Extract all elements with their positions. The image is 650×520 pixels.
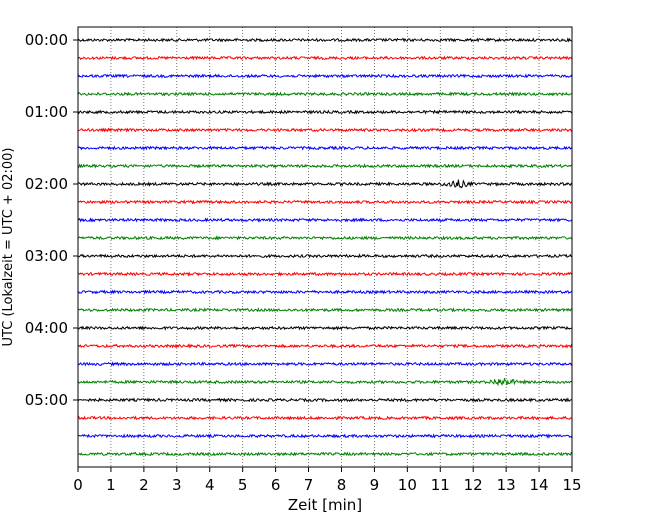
x-tick-label: 12 (464, 476, 483, 494)
x-tick-label: 5 (238, 476, 248, 494)
x-tick-label: 6 (271, 476, 281, 494)
x-axis: 0 1 2 3 4 5 6 7 8 9 10 11 12 13 14 15 (73, 467, 582, 494)
trace-line (77, 325, 573, 331)
y-tick-label: 04:00 (25, 319, 68, 337)
grid (110, 27, 540, 467)
y-axis: 00:00 01:00 02:00 03:00 04:00 05:00 (25, 31, 78, 409)
trace-line (77, 163, 573, 169)
x-tick-label: 8 (337, 476, 347, 494)
trace-line (77, 361, 573, 367)
y-tick-label: 05:00 (25, 391, 68, 409)
trace-line (77, 307, 573, 313)
trace-line (77, 217, 573, 223)
y-tick-label: 02:00 (25, 175, 68, 193)
trace-line (77, 127, 573, 133)
trace-line (77, 289, 573, 295)
x-tick-label: 15 (562, 476, 581, 494)
trace-line (77, 109, 573, 115)
plot-background (78, 27, 572, 467)
trace-line (77, 179, 573, 189)
trace-line (77, 433, 573, 439)
y-axis-label: UTC (Lokalzeit = UTC + 02:00) (1, 148, 16, 347)
y-tick-label: 03:00 (25, 247, 68, 265)
trace-line (77, 271, 573, 277)
trace-line (77, 451, 573, 457)
trace-line (77, 91, 573, 97)
x-tick-label: 2 (139, 476, 149, 494)
x-axis-label: Zeit [min] (288, 496, 362, 514)
trace-line (77, 415, 573, 421)
trace-line (77, 37, 573, 43)
x-tick-label: 7 (304, 476, 314, 494)
trace-line (77, 55, 573, 61)
trace-line (77, 397, 573, 403)
trace-line (77, 145, 573, 151)
x-tick-label: 11 (431, 476, 450, 494)
seismic-traces (77, 37, 573, 457)
trace-line (77, 235, 573, 241)
x-tick-label: 3 (172, 476, 182, 494)
x-tick-label: 4 (205, 476, 215, 494)
y-tick-label: 00:00 (25, 31, 68, 49)
trace-line (77, 253, 573, 259)
x-tick-label: 13 (497, 476, 516, 494)
trace-line (77, 73, 573, 79)
y-tick-label: 01:00 (25, 103, 68, 121)
plot-frame (77, 26, 573, 468)
trace-line (77, 378, 573, 387)
x-tick-label: 1 (106, 476, 116, 494)
trace-line (77, 199, 573, 205)
x-tick-label: 0 (73, 476, 83, 494)
x-tick-label: 14 (530, 476, 549, 494)
x-tick-label: 9 (370, 476, 380, 494)
trace-line (77, 343, 573, 349)
x-tick-label: 10 (398, 476, 417, 494)
